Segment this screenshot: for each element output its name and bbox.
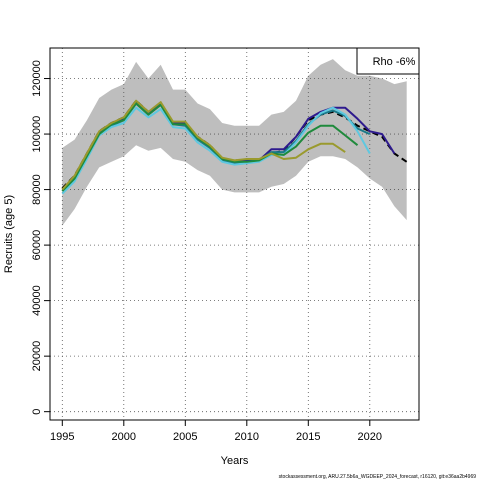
x-tick-label: 2015 — [296, 431, 320, 443]
x-axis: 1995 2000 2005 2010 2015 2020 — [50, 419, 382, 443]
y-tick-label: 60000 — [31, 230, 43, 261]
legend: Rho -6% — [356, 47, 420, 75]
series-line-6 — [61, 99, 346, 191]
y-tick-label: 20000 — [31, 341, 43, 372]
confidence-band — [62, 59, 407, 226]
x-tick-label: 2010 — [235, 431, 259, 443]
series-lines — [61, 99, 408, 195]
x-axis-label: Years — [221, 455, 249, 467]
y-tick-label: 40000 — [31, 285, 43, 316]
y-tick-label: 100000 — [31, 116, 43, 153]
y-tick-label: 0 — [31, 409, 43, 415]
legend-box — [356, 47, 420, 75]
footer-text: stockassessment.org, ARU.27.5b6a_WGDEEP_… — [279, 474, 477, 480]
band-area — [62, 59, 407, 226]
grid — [50, 48, 419, 420]
x-tick-label: 2005 — [173, 431, 197, 443]
legend-text: Rho -6% — [373, 56, 416, 68]
x-tick-label: 2020 — [358, 431, 382, 443]
series-line-4 — [61, 106, 371, 195]
y-tick-label: 80000 — [31, 174, 43, 205]
y-axis: 0 20000 40000 60000 80000 100000 120000 — [31, 60, 51, 415]
x-tick-label: 1995 — [50, 431, 74, 443]
y-tick-label: 120000 — [31, 60, 43, 97]
x-tick-label: 2000 — [112, 431, 136, 443]
y-axis-label: Recruits (age 5) — [3, 195, 15, 273]
